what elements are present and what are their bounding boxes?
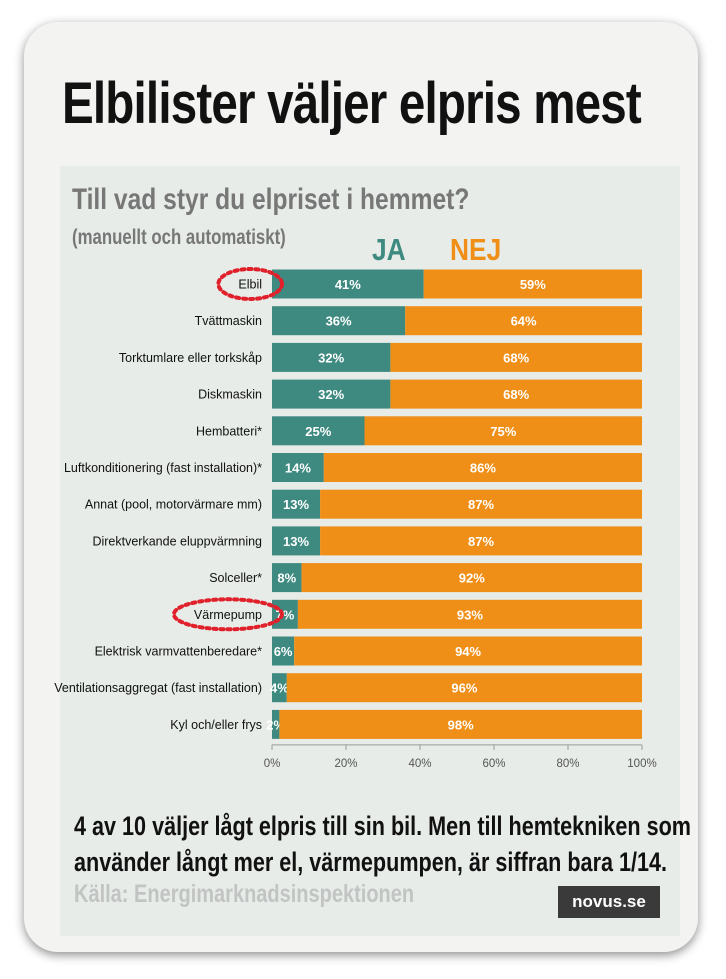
data-label-ja: 36% [326, 314, 352, 329]
data-label-nej: 68% [503, 387, 529, 402]
bar-nej [423, 269, 642, 299]
caption: 4 av 10 väljer lågt elpris till sin bil.… [74, 808, 692, 880]
bar-nej [279, 709, 642, 739]
bar-ja [272, 489, 321, 519]
bar-ja [272, 269, 424, 299]
x-tick-label: 0% [264, 758, 281, 770]
bar-nej [286, 673, 642, 703]
category-label: Kyl och/eller frys [170, 718, 262, 732]
highlight-circle [171, 597, 284, 632]
bar-ja [272, 563, 302, 593]
category-label: Diskmaskin [198, 388, 262, 402]
bar-ja [272, 379, 391, 409]
category-label: Hembatteri* [196, 424, 262, 438]
source-credit: Källa: Energimarknadsinspektionen [74, 880, 415, 908]
bar-nej [320, 489, 642, 519]
x-tick-label: 40% [408, 758, 431, 770]
bar-nej [297, 599, 642, 629]
category-label: Värmepump [194, 608, 262, 622]
data-label-nej: 68% [503, 350, 529, 365]
category-label: Tvättmaskin [195, 314, 262, 328]
data-label-nej: 75% [490, 424, 516, 439]
data-label-ja: 32% [318, 350, 344, 365]
chart-subtitle: (manuellt och automatiskt) [72, 226, 286, 249]
category-label: Elektrisk varmvattenberedare* [95, 645, 263, 659]
bar-nej [323, 453, 642, 482]
bar-nej [301, 563, 642, 593]
data-label-nej: 96% [451, 681, 477, 696]
data-label-ja: 13% [283, 534, 309, 549]
x-tick-label: 20% [334, 758, 357, 770]
data-label-ja: 8% [277, 571, 296, 586]
caption-line-1: 4 av 10 väljer lågt elpris till sin bil.… [74, 811, 692, 841]
data-label-nej: 64% [511, 314, 537, 329]
x-tick-label: 80% [556, 758, 579, 770]
category-label: Annat (pool, motorvärmare mm) [85, 498, 262, 512]
data-label-ja: 6% [274, 644, 293, 659]
bar-nej [364, 416, 642, 446]
bar-nej [405, 306, 642, 336]
data-label-nej: 87% [468, 497, 494, 512]
headline: Elbilister väljer elpris mest [62, 71, 642, 136]
bar-ja [272, 416, 365, 446]
bar-ja [272, 342, 391, 372]
legend-ja: JA [372, 232, 406, 267]
bar-nej [390, 379, 642, 409]
data-label-ja: 25% [305, 424, 331, 439]
category-label: Ventilationsaggregat (fast installation) [54, 681, 262, 695]
x-tick-label: 60% [482, 758, 505, 770]
data-label-ja: 13% [283, 497, 309, 512]
bar-nej [390, 342, 642, 372]
chart-title: Till vad styr du elpriset i hemmet? [72, 183, 470, 216]
caption-line-2: använder långt mer el, värmepumpen, är s… [74, 847, 668, 877]
category-label: Solceller* [209, 571, 262, 585]
data-label-nej: 98% [448, 717, 474, 732]
novus-logo[interactable]: novus.se [558, 886, 660, 918]
data-label-nej: 59% [520, 277, 546, 292]
data-label-nej: 94% [455, 644, 481, 659]
category-label: Torktumlare eller torkskåp [119, 351, 262, 365]
data-label-nej: 86% [470, 461, 496, 476]
data-label-nej: 87% [468, 534, 494, 549]
bar-ja [272, 709, 280, 739]
bar-ja [272, 306, 406, 336]
legend-nej: NEJ [450, 232, 502, 267]
data-label-nej: 93% [457, 607, 483, 622]
bar-ja [272, 526, 321, 556]
bar-ja [272, 453, 324, 482]
bar-nej [320, 526, 642, 556]
highlight-circle [216, 267, 284, 301]
bar-ja [272, 636, 295, 666]
data-label-nej: 92% [459, 571, 485, 586]
bar-ja [272, 673, 287, 703]
data-label-ja: 4% [270, 681, 289, 696]
category-label: Elbil [238, 278, 262, 292]
bar-nej [294, 636, 642, 666]
data-label-ja: 32% [318, 387, 344, 402]
bar-ja [272, 599, 298, 629]
data-label-ja: 41% [335, 277, 361, 292]
data-label-ja: 14% [285, 461, 311, 476]
x-tick-label: 100% [627, 758, 656, 770]
category-label: Direktverkande eluppvärmning [92, 534, 262, 548]
category-label: Luftkonditionering (fast installation)* [64, 461, 262, 475]
